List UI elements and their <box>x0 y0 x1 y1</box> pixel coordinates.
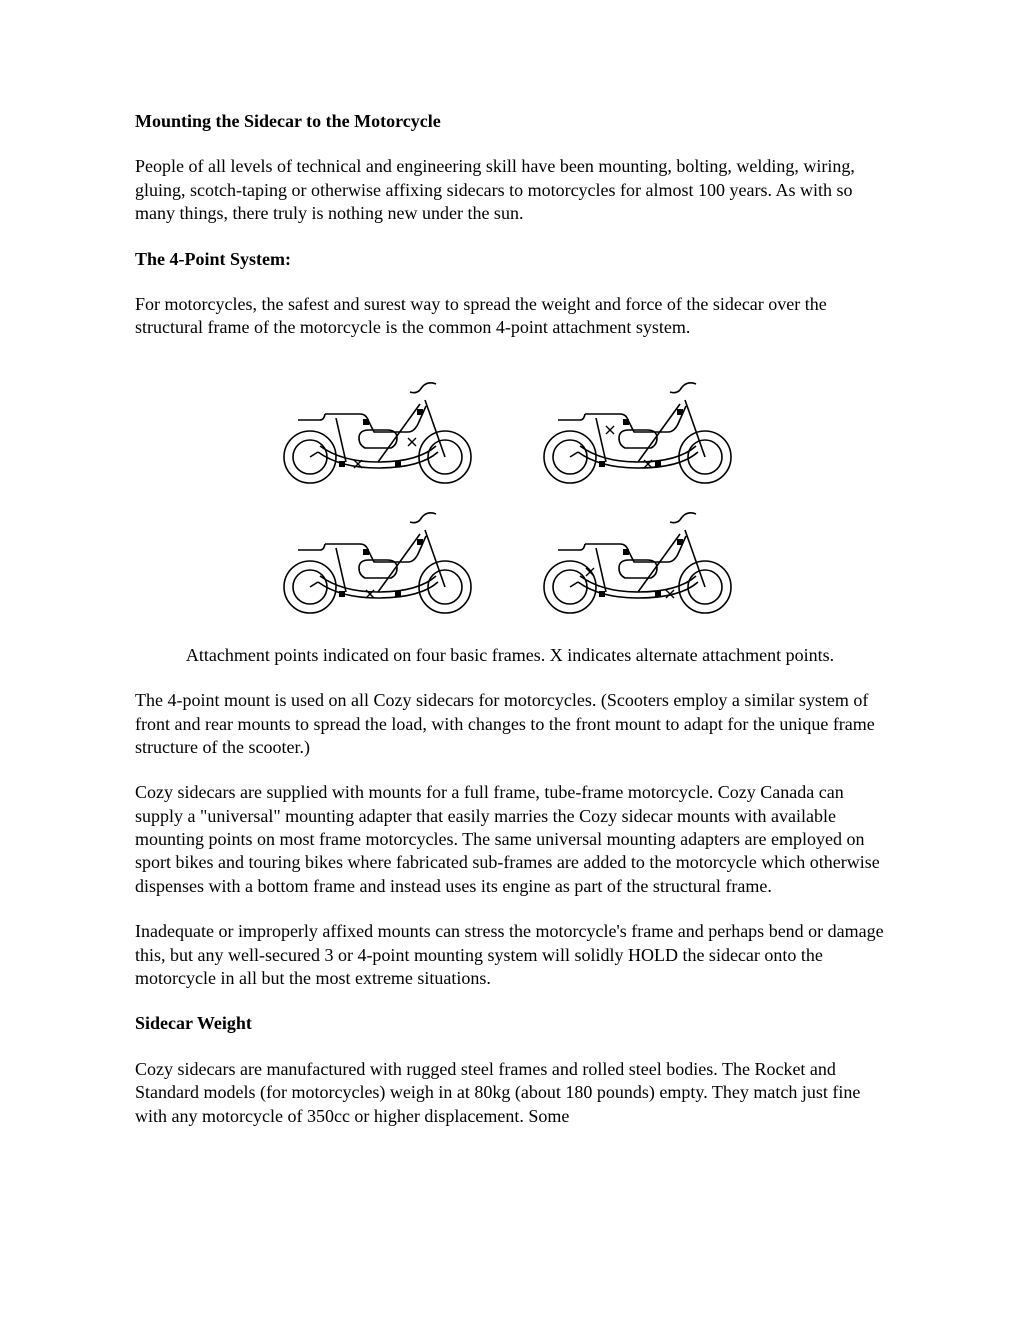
paragraph-inadequate: Inadequate or improperly affixed mounts … <box>135 920 885 990</box>
paragraph-intro: People of all levels of technical and en… <box>135 155 885 225</box>
figure-caption: Attachment points indicated on four basi… <box>175 644 845 667</box>
heading-4point: The 4-Point System: <box>135 248 885 271</box>
paragraph-4point-intro: For motorcycles, the safest and surest w… <box>135 293 885 340</box>
figure-4point-frames <box>135 362 885 622</box>
paragraph-universal-mount: Cozy sidecars are supplied with mounts f… <box>135 781 885 898</box>
paragraph-4point-cozy: The 4-point mount is used on all Cozy si… <box>135 689 885 759</box>
heading-weight: Sidecar Weight <box>135 1012 885 1035</box>
paragraph-weight: Cozy sidecars are manufactured with rugg… <box>135 1058 885 1128</box>
motorcycle-frames-diagram <box>240 362 780 622</box>
heading-mounting: Mounting the Sidecar to the Motorcycle <box>135 110 885 133</box>
